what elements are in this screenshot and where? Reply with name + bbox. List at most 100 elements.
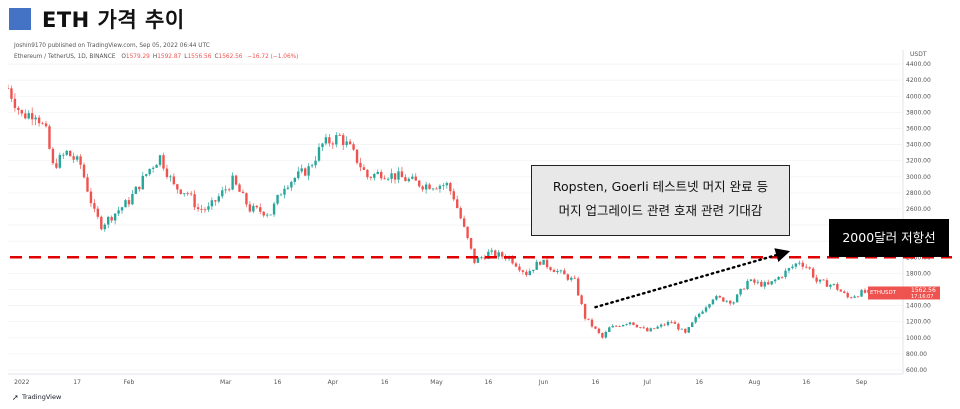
y-tick-label: 800.00	[906, 351, 927, 358]
candle-body	[207, 206, 210, 210]
candle-body	[145, 174, 148, 176]
y-tick-label: 3000.00	[906, 174, 931, 181]
candle-body	[328, 137, 331, 144]
candle-body	[255, 205, 259, 208]
candle-body	[715, 296, 718, 300]
candle-body	[798, 262, 801, 264]
x-tick-label: 16	[802, 379, 810, 386]
candle-body	[293, 178, 297, 182]
x-tick-label: May	[430, 379, 443, 386]
candle-body	[687, 327, 690, 333]
candle-body	[763, 282, 766, 287]
candle-body	[72, 156, 75, 160]
y-tick-label: 2800.00	[906, 190, 931, 197]
callout-line-1: Ropsten, Goerli 테스트넷 머지 완료 등	[552, 179, 769, 194]
x-tick-label: 16	[485, 379, 493, 386]
candle-body	[580, 295, 583, 305]
candle-body	[107, 216, 110, 225]
candle-body	[753, 279, 756, 283]
candle-body	[290, 181, 293, 188]
svg-text:➚: ➚	[12, 393, 19, 402]
candle-body	[604, 331, 608, 338]
candle-body	[179, 189, 182, 194]
candle-body	[352, 144, 355, 150]
candle-body	[538, 261, 542, 265]
price-tag-value: 1562.56	[911, 287, 936, 294]
candle-body	[625, 324, 628, 325]
candle-body	[639, 327, 642, 329]
candle-body	[863, 290, 867, 293]
candle-body	[611, 325, 614, 328]
page-title: ETH 가격 추이	[42, 8, 185, 32]
candle-body	[773, 279, 777, 282]
candle-body	[787, 268, 791, 271]
candle-body	[542, 259, 545, 265]
candle-body	[141, 175, 144, 190]
candle-body	[373, 174, 376, 178]
candle-body	[552, 269, 556, 273]
candle-body	[89, 191, 93, 204]
x-tick-label: Jun	[538, 379, 549, 386]
candle-body	[227, 189, 231, 191]
candle-body	[528, 271, 531, 276]
candle-body	[193, 194, 196, 208]
candle-body	[362, 167, 366, 170]
candle-body	[117, 210, 120, 214]
x-tick-label: Mar	[220, 379, 232, 386]
candle-body	[155, 164, 158, 168]
candle-body	[214, 200, 217, 202]
candle-body	[518, 266, 521, 271]
candle-body	[366, 169, 369, 178]
candle-body	[217, 196, 220, 202]
candle-body	[103, 224, 106, 230]
candle-body	[666, 321, 670, 326]
y-tick-label: 3600.00	[906, 125, 931, 132]
candle-body	[701, 311, 704, 314]
price-change: −16.72 (−1.06%)	[247, 54, 298, 60]
candle-body	[376, 171, 379, 175]
candle-body	[321, 143, 324, 148]
candle-body	[791, 266, 794, 269]
candle-body	[566, 274, 570, 280]
candle-body	[822, 279, 825, 281]
candle-body	[383, 178, 386, 180]
candle-body	[27, 113, 30, 119]
candle-body	[722, 297, 725, 302]
x-axis: 2022 17 Feb Mar 16 Apr 16 May 16 Jun 16 Jul 16 Aug 16 S…	[14, 379, 867, 386]
candle-body	[746, 280, 749, 290]
candle-body	[694, 317, 697, 323]
candle-body	[708, 304, 711, 308]
y-axis-unit: USDT	[910, 51, 927, 58]
candle-body	[749, 279, 753, 281]
candle-body	[158, 155, 162, 165]
candle-body	[805, 266, 808, 268]
x-tick-label: 16	[381, 379, 389, 386]
candle-body	[390, 173, 393, 179]
y-tick-label: 1200.00	[906, 319, 931, 326]
candle-body	[691, 322, 694, 328]
candle-body	[784, 270, 787, 278]
candle-body	[435, 188, 438, 190]
candle-body	[314, 160, 317, 166]
ohlc-value: 1556.56	[187, 54, 211, 60]
candle-body	[252, 205, 255, 212]
x-tick-label: 16	[695, 379, 703, 386]
candle-body	[418, 180, 421, 187]
y-tick-label: 600.00	[906, 367, 927, 374]
ohlc-key: H	[153, 54, 157, 60]
ohlc-key: O	[121, 54, 126, 60]
candle-body	[704, 307, 708, 312]
x-tick-label: Jul	[643, 379, 652, 386]
candle-body	[729, 300, 732, 304]
candle-body	[843, 291, 846, 294]
candle-body	[303, 168, 307, 176]
candle-body	[608, 327, 611, 332]
candle-body	[124, 200, 127, 208]
candle-body	[525, 271, 528, 276]
candle-body	[431, 188, 435, 190]
candle-body	[438, 185, 442, 189]
candle-body	[856, 296, 860, 298]
candle-body	[176, 184, 179, 190]
candle-body	[93, 203, 96, 209]
candle-body	[100, 216, 103, 230]
